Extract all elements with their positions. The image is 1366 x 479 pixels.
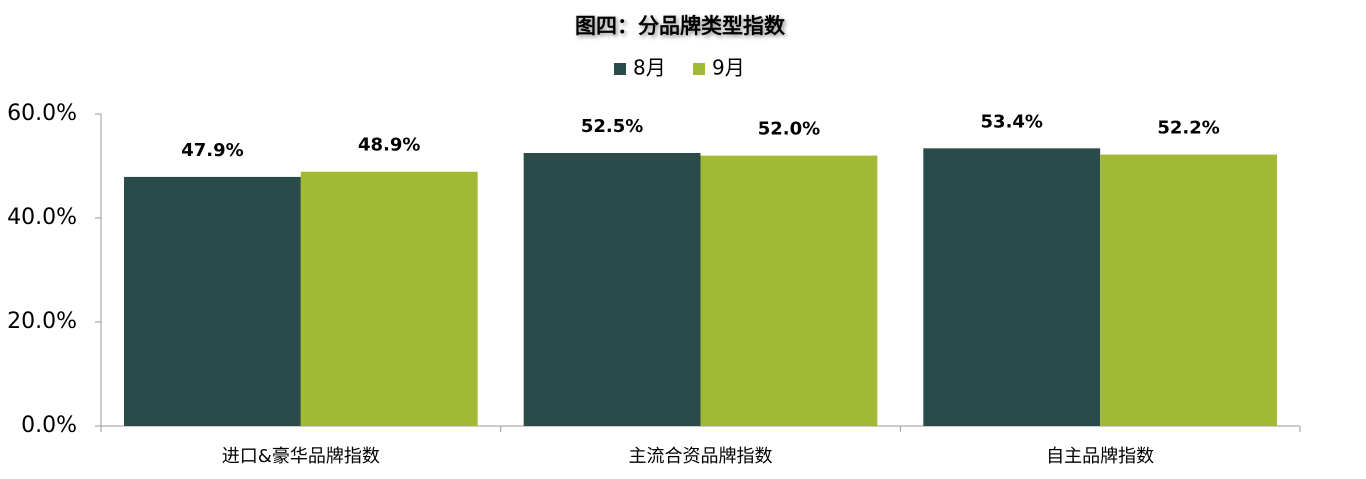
y-tick-label: 0.0%	[21, 413, 77, 438]
bar	[923, 148, 1101, 426]
bar	[1100, 154, 1277, 426]
value-label: 53.4%	[981, 111, 1043, 132]
value-label: 48.9%	[358, 135, 420, 156]
value-label: 52.0%	[758, 119, 820, 140]
legend-label: 8月	[633, 56, 666, 80]
bar	[300, 171, 478, 426]
value-label: 47.9%	[181, 140, 243, 161]
x-tick-label: 主流合资品牌指数	[629, 446, 773, 467]
bar	[700, 155, 878, 426]
chart-title: 图四：分品牌类型指数	[575, 14, 786, 38]
legend-swatch	[693, 63, 705, 75]
x-tick-label: 自主品牌指数	[1046, 446, 1154, 467]
legend-label: 9月	[712, 56, 745, 80]
value-label: 52.5%	[581, 116, 643, 137]
bar	[124, 176, 301, 426]
x-tick-label: 进口&豪华品牌指数	[222, 446, 380, 467]
y-tick-label: 20.0%	[7, 309, 77, 334]
value-label: 52.2%	[1157, 118, 1219, 139]
y-tick-label: 40.0%	[7, 205, 77, 230]
bar	[523, 153, 701, 426]
y-tick-label: 60.0%	[7, 101, 77, 126]
legend-swatch	[614, 63, 626, 75]
